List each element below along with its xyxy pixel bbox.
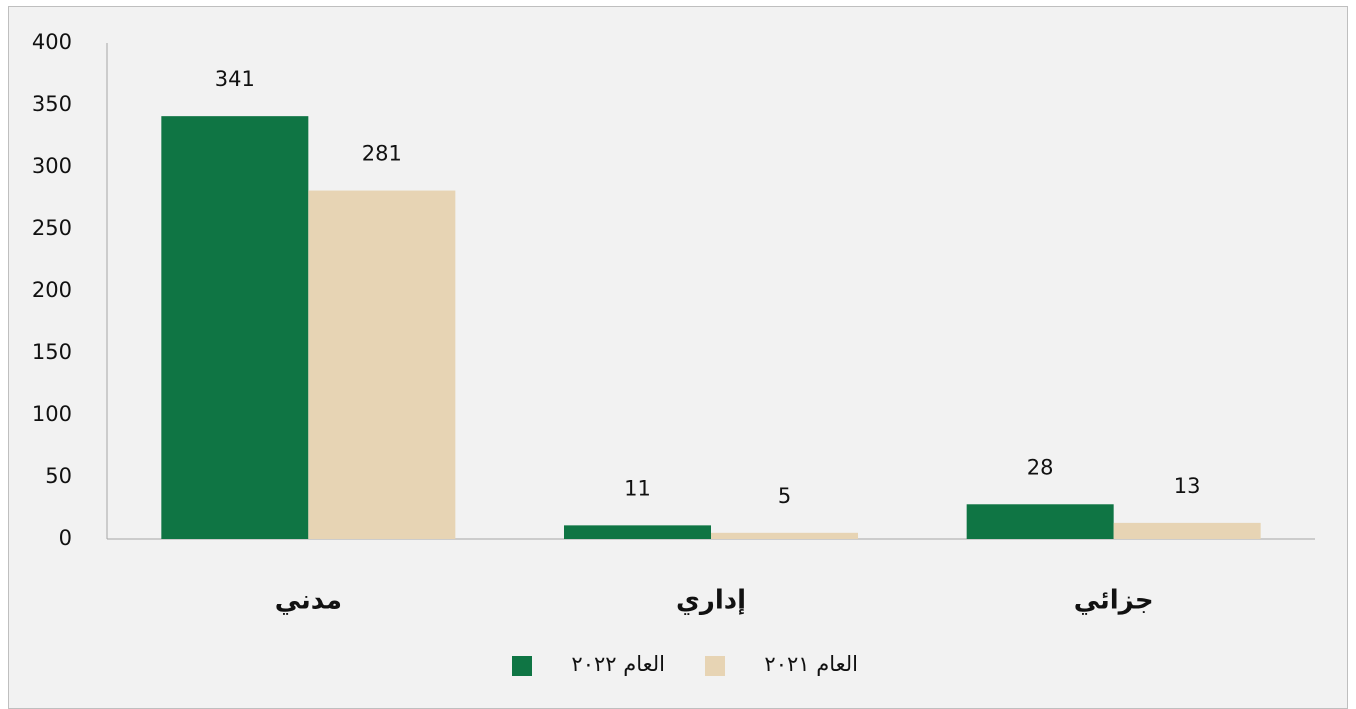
y-tick-label: 150: [32, 340, 72, 364]
value-label: 11: [624, 476, 651, 500]
x-tick-label: إداري: [676, 586, 746, 616]
bar: [564, 525, 711, 539]
y-tick-label: 100: [32, 402, 72, 426]
legend-swatch: [512, 656, 532, 676]
y-tick-label: 350: [32, 92, 72, 116]
value-label: 281: [362, 142, 402, 166]
x-tick-label: مدني: [275, 586, 342, 616]
x-tick-label: جزائي: [1074, 586, 1154, 616]
bar: [966, 504, 1114, 539]
y-tick-label: 400: [32, 30, 72, 54]
bar: [711, 532, 858, 539]
y-tick-label: 0: [59, 526, 72, 550]
y-tick-label: 200: [32, 278, 72, 302]
legend-swatch: [705, 656, 725, 676]
y-tick-label: 300: [32, 154, 72, 178]
legend-label: العام ٢٠٢٢: [571, 652, 665, 676]
legend-label: العام ٢٠٢١: [764, 652, 858, 676]
bar: [161, 116, 309, 539]
value-label: 5: [778, 484, 791, 508]
y-tick-label: 250: [32, 216, 72, 240]
value-label: 13: [1174, 474, 1201, 498]
value-label: 341: [215, 67, 255, 91]
bar: [308, 190, 456, 539]
value-label: 28: [1027, 455, 1054, 479]
bar: [1113, 522, 1261, 539]
y-tick-label: 50: [45, 464, 72, 488]
